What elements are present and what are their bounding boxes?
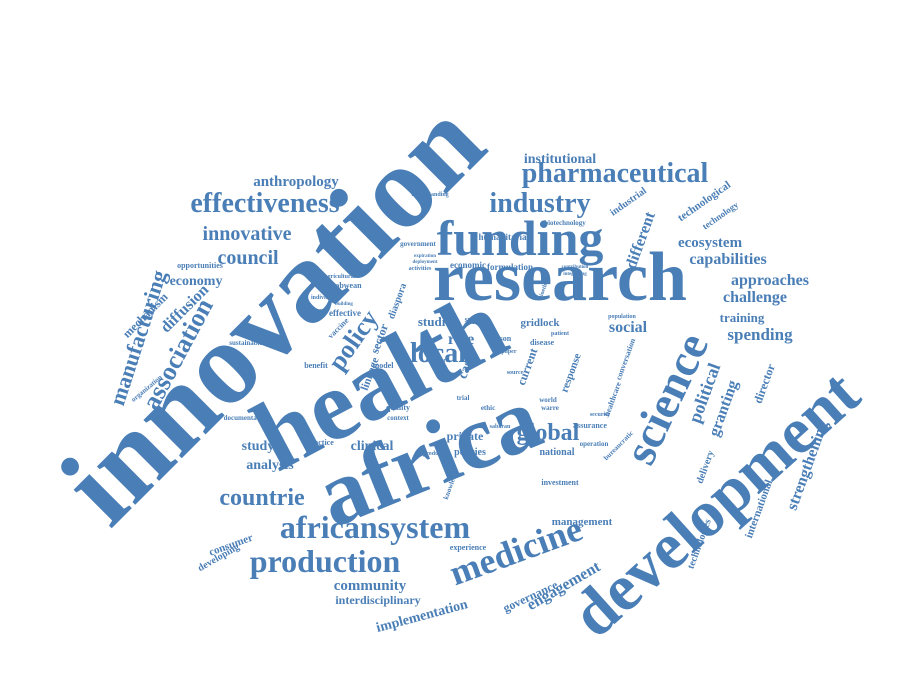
word: clinical bbox=[351, 439, 394, 454]
word: africansystem bbox=[280, 509, 471, 545]
word: response bbox=[559, 352, 584, 395]
word: assurance bbox=[573, 421, 607, 430]
word: zimbabwean bbox=[318, 281, 362, 290]
word: community bbox=[334, 578, 407, 594]
word: sustainable bbox=[229, 339, 262, 347]
word: national bbox=[539, 447, 574, 458]
word: building bbox=[335, 302, 353, 307]
word: development bbox=[558, 357, 874, 652]
word: institutional bbox=[524, 152, 596, 167]
word: global bbox=[517, 420, 580, 446]
word: agricultural bbox=[325, 274, 356, 280]
word: activities bbox=[409, 266, 432, 272]
word: population bbox=[608, 314, 636, 320]
word: patient bbox=[551, 331, 569, 337]
word: expiration bbox=[414, 254, 436, 259]
word: context bbox=[387, 414, 409, 422]
word: trial bbox=[457, 394, 470, 402]
word: anthropology bbox=[253, 174, 339, 190]
word: industry bbox=[489, 188, 590, 219]
word: challenge bbox=[723, 289, 787, 306]
word: deployment bbox=[413, 260, 438, 265]
word: analysis bbox=[246, 458, 294, 473]
word: product bbox=[423, 451, 443, 457]
word: integrating bbox=[563, 272, 587, 277]
word: countrie bbox=[219, 485, 305, 511]
word: security bbox=[590, 412, 610, 418]
word: funding bbox=[437, 210, 604, 266]
word: healthcare bbox=[602, 380, 623, 417]
word: benefit bbox=[304, 361, 328, 370]
word: warre bbox=[541, 404, 559, 412]
word: documentation bbox=[224, 414, 269, 422]
word: pharmaceutical bbox=[522, 158, 709, 189]
word: investment bbox=[541, 478, 579, 487]
word: policies bbox=[454, 447, 486, 458]
word: director bbox=[751, 361, 778, 405]
word: source bbox=[507, 370, 524, 376]
word: quality bbox=[386, 403, 410, 412]
word: social bbox=[609, 319, 648, 336]
word: conversation bbox=[614, 337, 638, 382]
word: management bbox=[552, 516, 613, 528]
word: ecosystem bbox=[678, 235, 743, 251]
word: local bbox=[410, 338, 466, 369]
word: individual bbox=[311, 295, 337, 301]
word: capabilities bbox=[689, 251, 766, 268]
word: effective bbox=[329, 308, 361, 318]
word: paper bbox=[502, 349, 517, 355]
word: practice bbox=[306, 438, 334, 447]
word: experience bbox=[450, 543, 487, 552]
word: private bbox=[447, 429, 484, 443]
word: world bbox=[539, 396, 557, 404]
word: interdisciplinary bbox=[335, 593, 420, 607]
word: lesson bbox=[491, 334, 512, 343]
word: innovative bbox=[203, 223, 292, 245]
word: model bbox=[373, 361, 395, 370]
word: ethic bbox=[481, 404, 495, 412]
word: formulation bbox=[487, 262, 533, 272]
word: role bbox=[448, 331, 474, 348]
word: government bbox=[400, 240, 436, 248]
word: council bbox=[217, 247, 279, 269]
word: disease bbox=[530, 338, 554, 347]
word: approaches bbox=[731, 272, 809, 289]
word: economy bbox=[170, 274, 223, 289]
word: humanitarian bbox=[478, 232, 531, 242]
word: studies bbox=[418, 314, 456, 329]
word: understanding bbox=[411, 192, 448, 198]
word: production bbox=[250, 543, 401, 579]
word: opportunities bbox=[177, 261, 223, 270]
word: effectiveness bbox=[190, 188, 339, 219]
word: more bbox=[435, 358, 449, 364]
word: economic bbox=[450, 260, 486, 270]
word: supply bbox=[465, 315, 488, 324]
word: biotechnology bbox=[544, 219, 586, 227]
word: contribution bbox=[562, 265, 589, 270]
word: study bbox=[242, 439, 275, 454]
word: research bbox=[433, 239, 687, 316]
word: gridlock bbox=[520, 317, 560, 329]
word: training bbox=[720, 310, 765, 325]
word: sabaran bbox=[490, 424, 511, 430]
word: spending bbox=[727, 325, 793, 344]
word: operation bbox=[580, 440, 609, 448]
